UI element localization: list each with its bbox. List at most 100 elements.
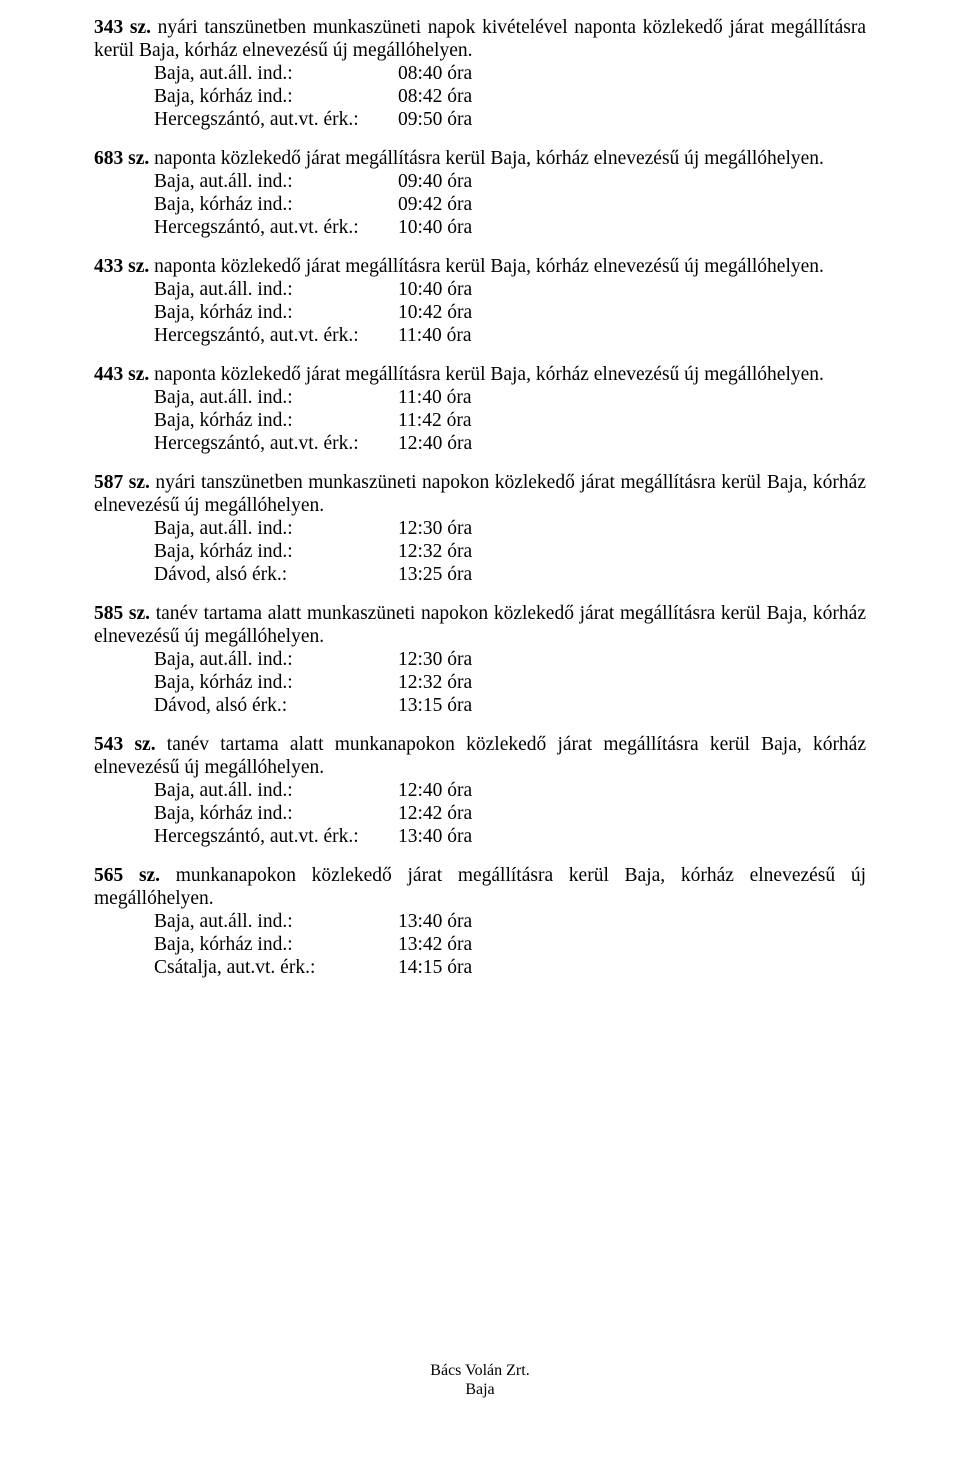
schedule-row: Hercegszántó, aut.vt. érk.:11:40 óra (94, 324, 866, 347)
entry-rows: Baja, aut.áll. ind.:12:30 óraBaja, kórhá… (94, 517, 866, 586)
entry-description: tanév tartama alatt munkaszüneti napokon… (94, 603, 866, 647)
schedule-row: Csátalja, aut.vt. érk.:14:15 óra (94, 956, 866, 979)
row-label: Dávod, alsó érk.: (154, 694, 398, 717)
schedule-row: Hercegszántó, aut.vt. érk.:10:40 óra (94, 216, 866, 239)
entry-description: naponta közlekedő járat megállításra ker… (149, 364, 824, 385)
entry-number: 543 sz. (94, 734, 156, 755)
schedule-row: Baja, kórház ind.:10:42 óra (94, 301, 866, 324)
entry-number: 443 sz. (94, 364, 149, 385)
row-label: Baja, aut.áll. ind.: (154, 648, 398, 671)
row-label: Baja, aut.áll. ind.: (154, 278, 398, 301)
schedule-row: Baja, aut.áll. ind.:12:40 óra (94, 779, 866, 802)
entry-lead: 343 sz. nyári tanszünetben munkaszüneti … (94, 16, 866, 62)
schedule-row: Baja, aut.áll. ind.:09:40 óra (94, 170, 866, 193)
row-value: 13:40 óra (398, 910, 866, 933)
row-value: 13:15 óra (398, 694, 866, 717)
entry-number: 585 sz. (94, 603, 150, 624)
row-label: Baja, aut.áll. ind.: (154, 62, 398, 85)
entry-number: 433 sz. (94, 256, 149, 277)
row-value: 10:42 óra (398, 301, 866, 324)
schedule-row: Baja, kórház ind.:12:32 óra (94, 671, 866, 694)
footer: Bács Volán Zrt. Baja (0, 1362, 960, 1399)
entry-description: nyári tanszünetben munkaszüneti napok ki… (94, 17, 866, 61)
entry-rows: Baja, aut.áll. ind.:13:40 óraBaja, kórhá… (94, 910, 866, 979)
row-label: Baja, aut.áll. ind.: (154, 910, 398, 933)
schedule-row: Baja, aut.áll. ind.:10:40 óra (94, 278, 866, 301)
schedule-row: Dávod, alsó érk.:13:15 óra (94, 694, 866, 717)
schedule-entry: 543 sz. tanév tartama alatt munkanapokon… (94, 733, 866, 848)
schedule-row: Baja, kórház ind.:08:42 óra (94, 85, 866, 108)
entry-rows: Baja, aut.áll. ind.:10:40 óraBaja, kórhá… (94, 278, 866, 347)
schedule-entry: 343 sz. nyári tanszünetben munkaszüneti … (94, 16, 866, 131)
entry-description: tanév tartama alatt munkanapokon közleke… (94, 734, 866, 778)
entry-lead: 433 sz. naponta közlekedő járat megállít… (94, 255, 866, 278)
entry-description: munkanapokon közlekedő járat megállításr… (94, 865, 866, 909)
row-value: 13:42 óra (398, 933, 866, 956)
row-value: 13:40 óra (398, 825, 866, 848)
row-value: 10:40 óra (398, 216, 866, 239)
row-label: Baja, aut.áll. ind.: (154, 779, 398, 802)
row-label: Csátalja, aut.vt. érk.: (154, 956, 398, 979)
entry-rows: Baja, aut.áll. ind.:12:40 óraBaja, kórhá… (94, 779, 866, 848)
row-value: 10:40 óra (398, 278, 866, 301)
entry-number: 565 sz. (94, 865, 160, 886)
row-value: 08:42 óra (398, 85, 866, 108)
schedule-entry: 433 sz. naponta közlekedő járat megállít… (94, 255, 866, 347)
row-label: Baja, kórház ind.: (154, 671, 398, 694)
schedule-row: Baja, aut.áll. ind.:11:40 óra (94, 386, 866, 409)
row-value: 11:40 óra (398, 324, 866, 347)
page: 343 sz. nyári tanszünetben munkaszüneti … (0, 0, 960, 1457)
schedule-row: Baja, aut.áll. ind.:08:40 óra (94, 62, 866, 85)
row-label: Baja, kórház ind.: (154, 933, 398, 956)
row-value: 08:40 óra (398, 62, 866, 85)
row-value: 12:30 óra (398, 648, 866, 671)
entry-number: 587 sz. (94, 472, 150, 493)
entry-description: naponta közlekedő járat megállításra ker… (149, 148, 824, 169)
entry-lead: 565 sz. munkanapokon közlekedő járat meg… (94, 864, 866, 910)
row-label: Hercegszántó, aut.vt. érk.: (154, 432, 398, 455)
schedule-row: Hercegszántó, aut.vt. érk.:09:50 óra (94, 108, 866, 131)
schedule-row: Baja, kórház ind.:12:42 óra (94, 802, 866, 825)
schedule-entry: 443 sz. naponta közlekedő járat megállít… (94, 363, 866, 455)
row-label: Baja, aut.áll. ind.: (154, 517, 398, 540)
schedule-row: Baja, kórház ind.:11:42 óra (94, 409, 866, 432)
row-value: 12:30 óra (398, 517, 866, 540)
footer-line2: Baja (0, 1381, 960, 1399)
row-label: Baja, kórház ind.: (154, 301, 398, 324)
row-value: 11:42 óra (398, 409, 866, 432)
row-value: 09:42 óra (398, 193, 866, 216)
schedule-row: Hercegszántó, aut.vt. érk.:13:40 óra (94, 825, 866, 848)
row-label: Baja, aut.áll. ind.: (154, 386, 398, 409)
row-value: 09:50 óra (398, 108, 866, 131)
row-label: Hercegszántó, aut.vt. érk.: (154, 216, 398, 239)
entry-lead: 543 sz. tanév tartama alatt munkanapokon… (94, 733, 866, 779)
entry-lead: 683 sz. naponta közlekedő járat megállít… (94, 147, 866, 170)
schedule-entry: 585 sz. tanév tartama alatt munkaszüneti… (94, 602, 866, 717)
row-label: Baja, kórház ind.: (154, 409, 398, 432)
row-value: 14:15 óra (398, 956, 866, 979)
row-label: Baja, kórház ind.: (154, 540, 398, 563)
schedule-entry: 683 sz. naponta közlekedő járat megállít… (94, 147, 866, 239)
entry-rows: Baja, aut.áll. ind.:12:30 óraBaja, kórhá… (94, 648, 866, 717)
schedule-row: Baja, kórház ind.:12:32 óra (94, 540, 866, 563)
entry-lead: 443 sz. naponta közlekedő járat megállít… (94, 363, 866, 386)
row-label: Baja, kórház ind.: (154, 802, 398, 825)
row-label: Baja, kórház ind.: (154, 85, 398, 108)
row-value: 12:40 óra (398, 432, 866, 455)
entry-description: naponta közlekedő járat megállításra ker… (149, 256, 824, 277)
row-value: 09:40 óra (398, 170, 866, 193)
row-label: Baja, kórház ind.: (154, 193, 398, 216)
footer-line1: Bács Volán Zrt. (0, 1362, 960, 1380)
entry-rows: Baja, aut.áll. ind.:08:40 óraBaja, kórhá… (94, 62, 866, 131)
schedule-row: Baja, aut.áll. ind.:13:40 óra (94, 910, 866, 933)
entry-lead: 585 sz. tanév tartama alatt munkaszüneti… (94, 602, 866, 648)
schedule-entry: 565 sz. munkanapokon közlekedő járat meg… (94, 864, 866, 979)
row-value: 12:40 óra (398, 779, 866, 802)
schedule-row: Baja, aut.áll. ind.:12:30 óra (94, 517, 866, 540)
schedule-row: Hercegszántó, aut.vt. érk.:12:40 óra (94, 432, 866, 455)
schedule-row: Baja, aut.áll. ind.:12:30 óra (94, 648, 866, 671)
row-label: Hercegszántó, aut.vt. érk.: (154, 825, 398, 848)
schedule-row: Baja, kórház ind.:09:42 óra (94, 193, 866, 216)
entry-number: 683 sz. (94, 148, 149, 169)
schedule-row: Dávod, alsó érk.:13:25 óra (94, 563, 866, 586)
